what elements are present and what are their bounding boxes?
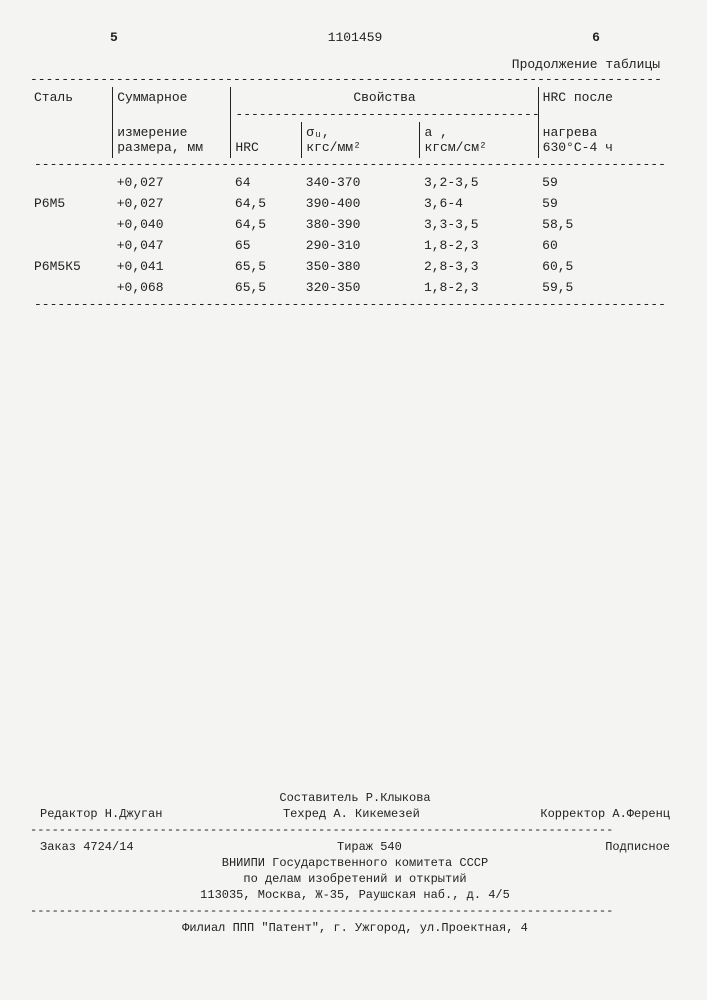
cell-meas: +0,041	[113, 256, 231, 277]
hdr-a-2: кгсм/см²	[424, 140, 486, 155]
footer-dash-1: ----------------------------------------…	[30, 822, 680, 838]
imprint-block: Составитель Р.Клыкова Редактор Н.Джуган …	[30, 790, 680, 936]
inner-dash: ---------------------------------------	[231, 108, 538, 122]
document-page: 5 1101459 6 Продолжение таблицы --------…	[30, 30, 680, 682]
cell-meas: +0,027	[113, 193, 231, 214]
header-row-1: Сталь Суммарное Свойства HRC после	[30, 87, 680, 108]
hdr-steel: Сталь	[30, 87, 113, 158]
blank-space	[30, 312, 680, 682]
cell-a: 2,8-3,3	[420, 256, 538, 277]
cell-sigma: 380-390	[302, 214, 420, 235]
hdr-a-1: а ,	[424, 125, 447, 140]
cell-sigma: 320-350	[302, 277, 420, 298]
cell-hrc2: 59	[538, 193, 680, 214]
cell-hrc: 64,5	[231, 193, 302, 214]
subscription: Подписное	[605, 839, 670, 855]
table-row: Р6М5К5 +0,041 65,5 350-380 2,8-3,3 60,5	[30, 256, 680, 277]
circulation: Тираж 540	[337, 839, 402, 855]
cell-meas: +0,068	[113, 277, 231, 298]
hdr-meas-2: измерение	[117, 125, 187, 140]
hdr-props: Свойства	[231, 87, 538, 108]
cell-steel	[30, 172, 113, 193]
hdr-meas-3: размера, мм	[117, 140, 203, 155]
cell-steel	[30, 214, 113, 235]
cell-a: 3,3-3,5	[420, 214, 538, 235]
cell-meas: +0,047	[113, 235, 231, 256]
cell-a: 3,2-3,5	[420, 172, 538, 193]
cell-sigma: 350-380	[302, 256, 420, 277]
org-line-1: ВНИИПИ Государственного комитета СССР	[30, 855, 680, 871]
compiler: Составитель Р.Клыкова	[30, 790, 680, 806]
table-row: +0,068 65,5 320-350 1,8-2,3 59,5	[30, 277, 680, 298]
cell-hrc: 65,5	[231, 256, 302, 277]
hdr-hrc2-1: HRC после	[538, 87, 680, 108]
editor: Редактор Н.Джуган	[40, 806, 162, 822]
footer-dash-2: ----------------------------------------…	[30, 903, 680, 919]
cell-sigma: 340-370	[302, 172, 420, 193]
hdr-hrc: HRC	[231, 122, 302, 158]
page-number-row: 5 1101459 6	[30, 30, 680, 45]
cell-sigma: 390-400	[302, 193, 420, 214]
header-row-2: измерение размера, мм HRC σᵤ, кгс/мм² а …	[30, 122, 680, 158]
cell-hrc2: 60,5	[538, 256, 680, 277]
cell-steel	[30, 235, 113, 256]
cell-steel: Р6М5	[30, 193, 113, 214]
hdr-sigma-2: кгс/мм²	[306, 140, 361, 155]
table-continuation-label: Продолжение таблицы	[30, 57, 680, 72]
techred: Техред А. Кикемезей	[283, 806, 420, 822]
header-inner-dash: ---------------------------------------	[30, 108, 680, 122]
cell-steel: Р6М5К5	[30, 256, 113, 277]
cell-hrc: 64	[231, 172, 302, 193]
cell-a: 1,8-2,3	[420, 235, 538, 256]
order-row: Заказ 4724/14 Тираж 540 Подписное	[30, 839, 680, 855]
cell-hrc: 64,5	[231, 214, 302, 235]
table-row: +0,040 64,5 380-390 3,3-3,5 58,5	[30, 214, 680, 235]
table-end-dash: ----------------------------------------…	[30, 298, 680, 312]
hdr-meas-1: Суммарное	[113, 87, 231, 108]
cell-a: 3,6-4	[420, 193, 538, 214]
cell-hrc2: 59,5	[538, 277, 680, 298]
table-row: +0,027 64 340-370 3,2-3,5 59	[30, 172, 680, 193]
table-row: Р6М5 +0,027 64,5 390-400 3,6-4 59	[30, 193, 680, 214]
properties-table: Сталь Суммарное Свойства HRC после -----…	[30, 87, 680, 312]
branch: Филиал ППП "Патент", г. Ужгород, ул.Прое…	[30, 920, 680, 936]
credits-row: Редактор Н.Джуган Техред А. Кикемезей Ко…	[30, 806, 680, 822]
cell-hrc2: 60	[538, 235, 680, 256]
cell-hrc: 65	[231, 235, 302, 256]
cell-hrc2: 58,5	[538, 214, 680, 235]
doc-number: 1101459	[328, 30, 383, 45]
corrector: Корректор А.Ференц	[540, 806, 670, 822]
org-address: 113035, Москва, Ж-35, Раушская наб., д. …	[30, 887, 680, 903]
order: Заказ 4724/14	[40, 839, 134, 855]
org-line-2: по делам изобретений и открытий	[30, 871, 680, 887]
hdr-sigma-1: σᵤ,	[306, 125, 329, 140]
hdr-hrc2-3: 630°С-4 ч	[543, 140, 613, 155]
page-num-left: 5	[110, 30, 118, 45]
header-bottom-dash: ----------------------------------------…	[30, 158, 680, 172]
cell-meas: +0,040	[113, 214, 231, 235]
dash-line: ----------------------------------------…	[30, 72, 680, 87]
cell-meas: +0,027	[113, 172, 231, 193]
cell-steel	[30, 277, 113, 298]
cell-a: 1,8-2,3	[420, 277, 538, 298]
cell-sigma: 290-310	[302, 235, 420, 256]
cell-hrc2: 59	[538, 172, 680, 193]
table-row: +0,047 65 290-310 1,8-2,3 60	[30, 235, 680, 256]
page-num-right: 6	[592, 30, 600, 45]
cell-hrc: 65,5	[231, 277, 302, 298]
hdr-hrc2-2: нагрева	[543, 125, 598, 140]
